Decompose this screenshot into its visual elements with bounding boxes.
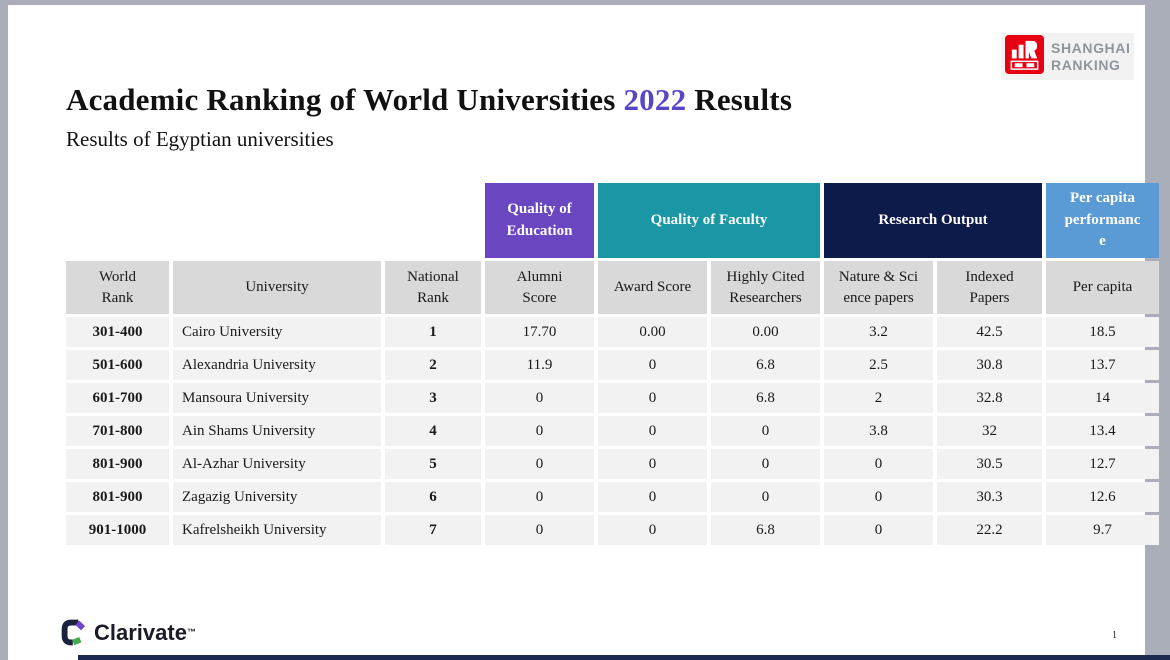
table-cell-alumni-score: 11.9 <box>485 350 594 380</box>
table-cell-per-capita: 12.7 <box>1046 449 1159 479</box>
shanghai-ranking-text-line1: SHANGHAI <box>1051 40 1131 57</box>
table-cell-award-score: 0 <box>598 515 707 545</box>
table-cell-nature-science-papers: 2.5 <box>824 350 933 380</box>
table-cell-university: Mansoura University <box>173 383 381 413</box>
table-cell-award-score: 0 <box>598 482 707 512</box>
table-cell-world-rank: 801-900 <box>66 482 169 512</box>
table-cell-national-rank: 5 <box>385 449 481 479</box>
table-cell-per-capita: 13.4 <box>1046 416 1159 446</box>
table-cell-highly-cited-researchers: 0 <box>711 482 820 512</box>
band-header-3: Per capita performanc e <box>1046 183 1159 258</box>
table-cell-world-rank: 701-800 <box>66 416 169 446</box>
table-cell-university: Zagazig University <box>173 482 381 512</box>
table-cell-per-capita: 18.5 <box>1046 317 1159 347</box>
table-cell-highly-cited-researchers: 6.8 <box>711 383 820 413</box>
table-cell-award-score: 0 <box>598 350 707 380</box>
table-cell-university: Ain Shams University <box>173 416 381 446</box>
table-cell-indexed-papers: 30.5 <box>937 449 1042 479</box>
table-cell-world-rank: 901-1000 <box>66 515 169 545</box>
column-header-national-rank: National Rank <box>385 261 481 314</box>
table-cell-alumni-score: 0 <box>485 482 594 512</box>
table-cell-indexed-papers: 30.8 <box>937 350 1042 380</box>
column-header-world-rank: World Rank <box>66 261 169 314</box>
column-header-award-score: Award Score <box>598 261 707 314</box>
shanghai-ranking-text-line2: RANKING <box>1051 56 1121 73</box>
results-table: Quality of Education Quality of Faculty Res… <box>66 183 1159 545</box>
clarivate-logo: Clarivate™ <box>61 619 196 651</box>
table-cell-university: Al-Azhar University <box>173 449 381 479</box>
shanghai-ranking-logo: SHANGHAI RANKING <box>1001 33 1134 80</box>
table-cell-university: Alexandria University <box>173 350 381 380</box>
table-cell-highly-cited-researchers: 6.8 <box>711 515 820 545</box>
table-cell-highly-cited-researchers: 0 <box>711 449 820 479</box>
table-cell-national-rank: 2 <box>385 350 481 380</box>
trademark-symbol: ™ <box>186 627 196 637</box>
table-cell-world-rank: 301-400 <box>66 317 169 347</box>
table-cell-alumni-score: 0 <box>485 383 594 413</box>
table-cell-national-rank: 1 <box>385 317 481 347</box>
page-number: 1 <box>1112 630 1117 641</box>
table-cell-national-rank: 4 <box>385 416 481 446</box>
table-cell-per-capita: 13.7 <box>1046 350 1159 380</box>
column-header-highly-cited-researchers: Highly Cited Researchers <box>711 261 820 314</box>
table-cell-nature-science-papers: 3.8 <box>824 416 933 446</box>
table-cell-indexed-papers: 32 <box>937 416 1042 446</box>
table-cell-alumni-score: 0 <box>485 416 594 446</box>
table-cell-alumni-score: 0 <box>485 515 594 545</box>
table-cell-nature-science-papers: 3.2 <box>824 317 933 347</box>
table-cell-world-rank: 801-900 <box>66 449 169 479</box>
title-suffix: Results <box>686 82 793 117</box>
column-header-university: University <box>173 261 381 314</box>
table-cell-nature-science-papers: 0 <box>824 449 933 479</box>
table-cell-indexed-papers: 42.5 <box>937 317 1042 347</box>
page-subtitle: Results of Egyptian universities <box>66 127 334 151</box>
clarivate-icon <box>61 619 88 651</box>
title-prefix: Academic Ranking of World Universities <box>66 82 624 117</box>
table-cell-award-score: 0.00 <box>598 317 707 347</box>
table-cell-nature-science-papers: 0 <box>824 482 933 512</box>
table-cell-award-score: 0 <box>598 383 707 413</box>
table-cell-university: Kafrelsheikh University <box>173 515 381 545</box>
table-cell-national-rank: 6 <box>385 482 481 512</box>
table-cell-per-capita: 14 <box>1046 383 1159 413</box>
table-cell-highly-cited-researchers: 0 <box>711 416 820 446</box>
table-cell-highly-cited-researchers: 6.8 <box>711 350 820 380</box>
column-header-alumni-score: Alumni Score <box>485 261 594 314</box>
table-cell-alumni-score: 17.70 <box>485 317 594 347</box>
table-cell-nature-science-papers: 2 <box>824 383 933 413</box>
table-cell-national-rank: 3 <box>385 383 481 413</box>
table-cell-world-rank: 501-600 <box>66 350 169 380</box>
table-cell-university: Cairo University <box>173 317 381 347</box>
column-header-per-capita: Per capita <box>1046 261 1159 314</box>
column-header-nature-science-papers: Nature & Sci ence papers <box>824 261 933 314</box>
table-cell-nature-science-papers: 0 <box>824 515 933 545</box>
table-cell-world-rank: 601-700 <box>66 383 169 413</box>
table-cell-indexed-papers: 22.2 <box>937 515 1042 545</box>
table-cell-award-score: 0 <box>598 416 707 446</box>
footer-accent-bar <box>78 655 1170 660</box>
band-header-2: Research Output <box>824 183 1042 258</box>
band-header-1: Quality of Faculty <box>598 183 820 258</box>
table-cell-award-score: 0 <box>598 449 707 479</box>
shanghai-ranking-icon <box>1005 34 1044 79</box>
table-cell-national-rank: 7 <box>385 515 481 545</box>
table-cell-per-capita: 9.7 <box>1046 515 1159 545</box>
table-cell-indexed-papers: 32.8 <box>937 383 1042 413</box>
table-cell-indexed-papers: 30.3 <box>937 482 1042 512</box>
band-header-0: Quality of Education <box>485 183 594 258</box>
column-header-indexed-papers: Indexed Papers <box>937 261 1042 314</box>
table-cell-highly-cited-researchers: 0.00 <box>711 317 820 347</box>
clarivate-wordmark: Clarivate™ <box>94 620 196 645</box>
table-cell-alumni-score: 0 <box>485 449 594 479</box>
page-title: Academic Ranking of World Universities 2… <box>66 82 792 118</box>
title-year: 2022 <box>623 82 687 117</box>
table-cell-per-capita: 12.6 <box>1046 482 1159 512</box>
